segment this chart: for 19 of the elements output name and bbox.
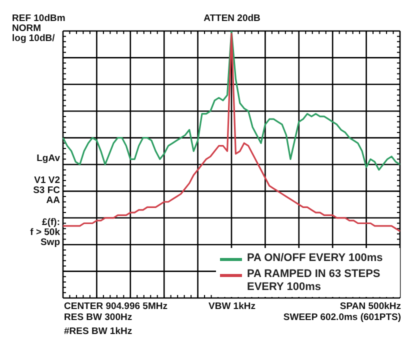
text: £(f): bbox=[42, 217, 60, 228]
text: #RES BW 1kHz bbox=[64, 326, 132, 337]
text: ATTEN 20dB bbox=[204, 13, 260, 24]
text: S3 FC bbox=[33, 185, 60, 196]
text: SWEEP 602.0ms (601PTS) bbox=[283, 312, 401, 323]
text: SPAN 500kHz bbox=[340, 301, 401, 312]
text: log 10dB/ bbox=[12, 33, 55, 44]
legend-label: PA ON/OFF EVERY 100ms bbox=[247, 252, 384, 265]
text: RES BW 300Hz bbox=[64, 312, 132, 323]
text: LgAv bbox=[36, 153, 60, 164]
text: REF 10dBm bbox=[12, 13, 66, 24]
text: AA bbox=[46, 195, 60, 206]
text: Swp bbox=[40, 237, 60, 248]
text: CENTER 904.996 5MHz bbox=[64, 301, 168, 312]
legend-label: PA RAMPED IN 63 STEPS EVERY 100ms bbox=[247, 268, 382, 294]
text: NORM bbox=[12, 23, 42, 34]
text: f > 50k bbox=[30, 227, 60, 238]
text: VBW 1kHz bbox=[208, 301, 256, 312]
text: V1 V2 bbox=[34, 175, 60, 186]
